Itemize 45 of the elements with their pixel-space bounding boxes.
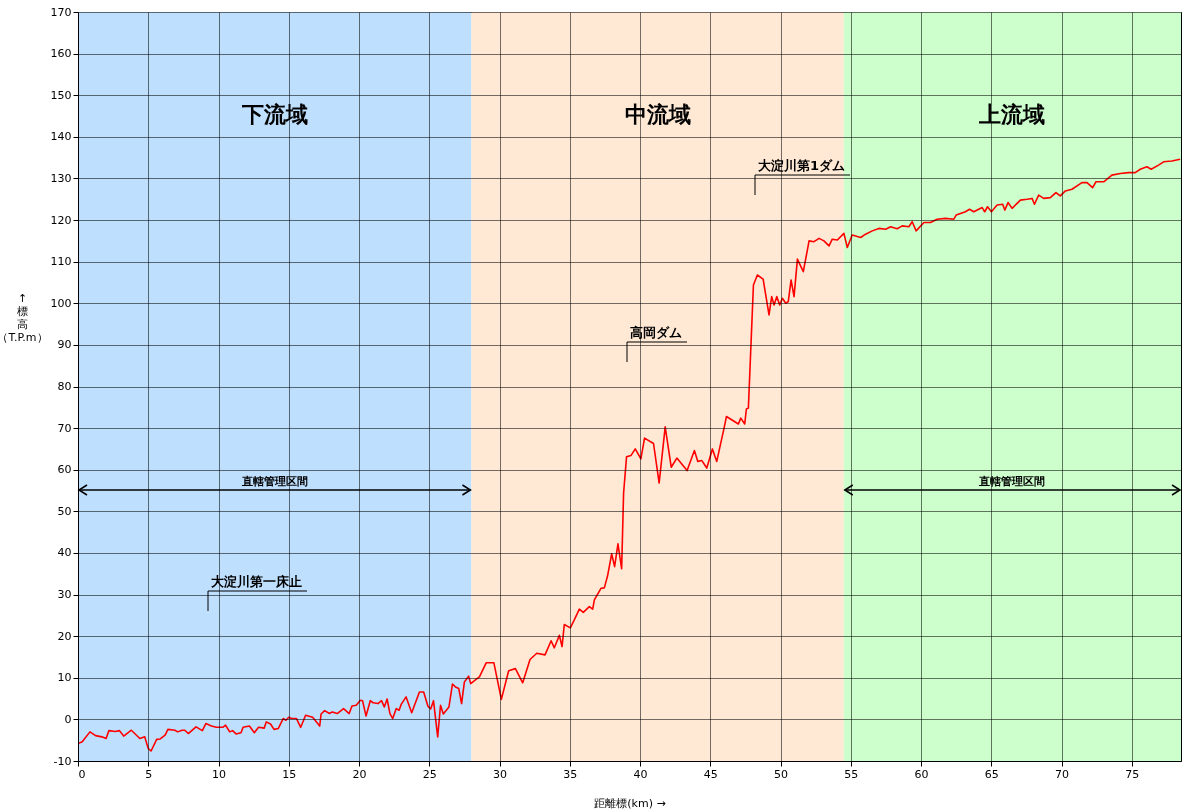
annotation: 大淀川第1ダム [758,158,846,173]
y-tick-label: 20 [57,629,72,643]
x-tick-label: 30 [493,767,508,781]
y-tick-label: 90 [57,338,72,352]
y-tick-label: 50 [57,504,72,518]
y-tick-label: 170 [50,5,72,19]
y-tick-label: 10 [57,671,72,685]
x-tick-label: 25 [422,767,437,781]
annotation: 高岡ダム [630,325,682,340]
y-tick-label: 150 [50,88,72,102]
y-tick-label: 140 [50,130,72,144]
x-axis-title: 距離標(km) → [594,796,666,810]
y-tick-label: 60 [57,463,72,477]
x-tick-label: 50 [774,767,789,781]
y-axis-title: ↑標高（T.P.m） [0,291,48,344]
x-tick-label: 70 [1055,767,1070,781]
y-tick-label: 0 [64,712,72,726]
x-tick-label: 45 [703,767,718,781]
y-tick-label: -10 [53,754,72,768]
band-label: 下流域 [240,102,308,127]
annotation: 直轄管理区間 [240,475,308,488]
x-tick-label: 5 [145,767,153,781]
x-tick-label: 10 [212,767,227,781]
x-tick-label: 55 [844,767,859,781]
y-tick-label: 130 [50,171,72,185]
y-tick-label: 40 [57,546,72,560]
y-tick-label: 100 [50,296,72,310]
y-tick-label: 70 [57,421,72,435]
x-tick-label: 60 [914,767,929,781]
x-tick-label: 20 [352,767,367,781]
y-tick-label: 80 [57,380,72,393]
y-tick-label: 120 [50,213,72,227]
band-label: 中流域 [624,102,691,127]
x-tick-label: 75 [1125,767,1140,781]
x-tick-label: 40 [633,767,648,781]
band-label: 上流域 [978,102,1046,127]
annotation: 大淀川第一床止 [211,574,302,589]
y-tick-label: 30 [57,588,72,602]
x-tick-label: 0 [78,767,86,781]
y-tick-label: 160 [50,47,72,61]
y-tick-label: 110 [50,255,72,269]
x-tick-label: 65 [984,767,999,781]
annotation: 直轄管理区間 [978,475,1046,488]
x-tick-label: 35 [563,767,578,781]
x-tick-label: 15 [282,767,297,781]
